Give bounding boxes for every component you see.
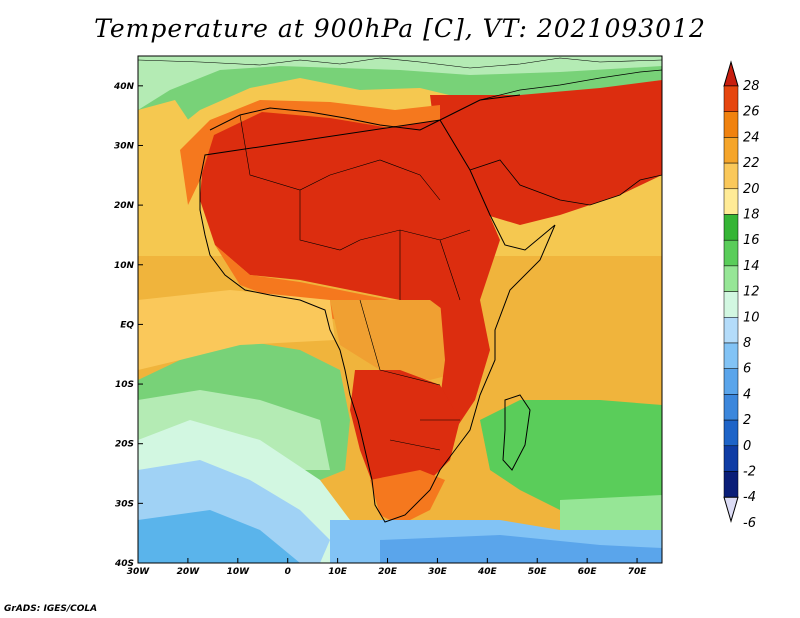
colorbar-label: 22 — [743, 156, 760, 171]
colorbar-label: 18 — [743, 208, 760, 223]
colorbar-label: 28 — [743, 79, 760, 94]
x-tick-label: 10E — [328, 567, 348, 577]
colorbar-label: 4 — [743, 387, 751, 402]
colorbar-label: 14 — [743, 259, 760, 274]
y-tick-label: 20S — [115, 440, 134, 450]
colorbar-swatch — [723, 317, 739, 344]
field-europe-green — [138, 56, 662, 160]
field-south-blue — [138, 510, 300, 563]
y-tick-label: EQ — [120, 320, 134, 330]
colorbar-swatch — [723, 419, 739, 447]
africa-coastline — [199, 94, 556, 523]
field-indian-ocean-green — [480, 400, 662, 520]
colorbar-label: 16 — [743, 233, 760, 248]
colorbar-label: -4 — [743, 490, 756, 505]
x-tick-label: 30E — [428, 567, 448, 577]
colorbar-label: -6 — [743, 516, 756, 531]
field-congo-warm — [330, 300, 470, 380]
colorbar-swatch — [723, 214, 739, 241]
colorbar-label: 2 — [743, 413, 751, 428]
madagascar-outline — [502, 394, 531, 471]
field-southern-ocean-deepblue — [380, 535, 662, 563]
x-tick-label: 20E — [378, 567, 398, 577]
colorbar-label: 20 — [743, 182, 760, 197]
x-tick-label: 70E — [628, 567, 648, 577]
x-tick-label: 40E — [477, 567, 498, 577]
colorbar-label: 24 — [743, 130, 760, 145]
colorbar-swatch — [723, 162, 739, 190]
x-tick-label: 30W — [127, 567, 151, 577]
temperature-field — [138, 56, 662, 563]
colorbar-label: 12 — [743, 285, 760, 300]
colorbar-label: 26 — [743, 105, 760, 120]
colorbar-swatch — [723, 188, 739, 215]
x-axis: 30W 20W 10W 0 10E 20E 30E 40E 50E 60E 70E — [127, 558, 647, 577]
y-tick-label: 10S — [115, 380, 134, 390]
field-arabia-hot — [430, 80, 662, 225]
y-tick-label: 20N — [114, 201, 135, 211]
middle-east-outline — [469, 69, 662, 206]
plot-frame — [137, 55, 663, 564]
colorbar-swatch — [723, 265, 739, 292]
colorbar-swatch — [723, 445, 739, 472]
field-south-africa-hot — [350, 370, 460, 500]
colorbar-swatch — [723, 342, 739, 369]
map-title: Temperature at 900hPa [C], VT: 202109301… — [94, 14, 706, 43]
y-tick-label: 40N — [113, 82, 135, 92]
field-sahara-hot — [200, 105, 500, 330]
x-tick-label: 60E — [578, 567, 598, 577]
colorbar-top-arrow — [723, 60, 739, 87]
colorbar-swatch — [723, 291, 739, 318]
colorbar-swatch — [723, 137, 739, 164]
colorbar-label: -2 — [743, 465, 756, 480]
colorbar-label: 6 — [743, 362, 751, 377]
y-tick-label: 30S — [115, 499, 134, 509]
colorbar-swatch — [723, 394, 739, 421]
colorbar-swatch — [723, 471, 739, 498]
colorbar-swatch — [723, 368, 739, 395]
field-atlantic-west — [138, 100, 195, 190]
country-borders — [239, 114, 471, 451]
x-tick-label: 50E — [528, 567, 548, 577]
field-europe-light — [138, 56, 662, 110]
x-tick-label: 20W — [177, 567, 201, 577]
y-tick-label: 30N — [114, 141, 135, 151]
y-tick-label: 10N — [114, 261, 135, 271]
field-equatorial-atlantic — [138, 290, 335, 370]
colorbar-label: 8 — [743, 336, 751, 351]
field-east-africa-hot — [440, 300, 490, 430]
colorbar-swatch — [723, 239, 739, 267]
x-tick-label: 0 — [285, 567, 291, 577]
y-tick-label: 40S — [114, 559, 134, 569]
field-south-tip-warm — [370, 470, 445, 525]
colorbar-label: 10 — [743, 310, 760, 325]
y-axis: 40N 30N 20N 10N EQ 10S 20S 30S 40S — [113, 82, 143, 569]
field-sahara-rim — [180, 100, 440, 205]
x-tick-label: 10W — [227, 567, 251, 577]
europe-outline — [138, 57, 662, 69]
colorbar-label: 0 — [743, 439, 751, 454]
colorbar-bottom-arrow — [723, 496, 739, 523]
colorbar-swatch — [723, 85, 739, 112]
colorbar-swatch — [723, 111, 739, 138]
credit-label: GrADS: IGES/COLA — [4, 604, 98, 614]
